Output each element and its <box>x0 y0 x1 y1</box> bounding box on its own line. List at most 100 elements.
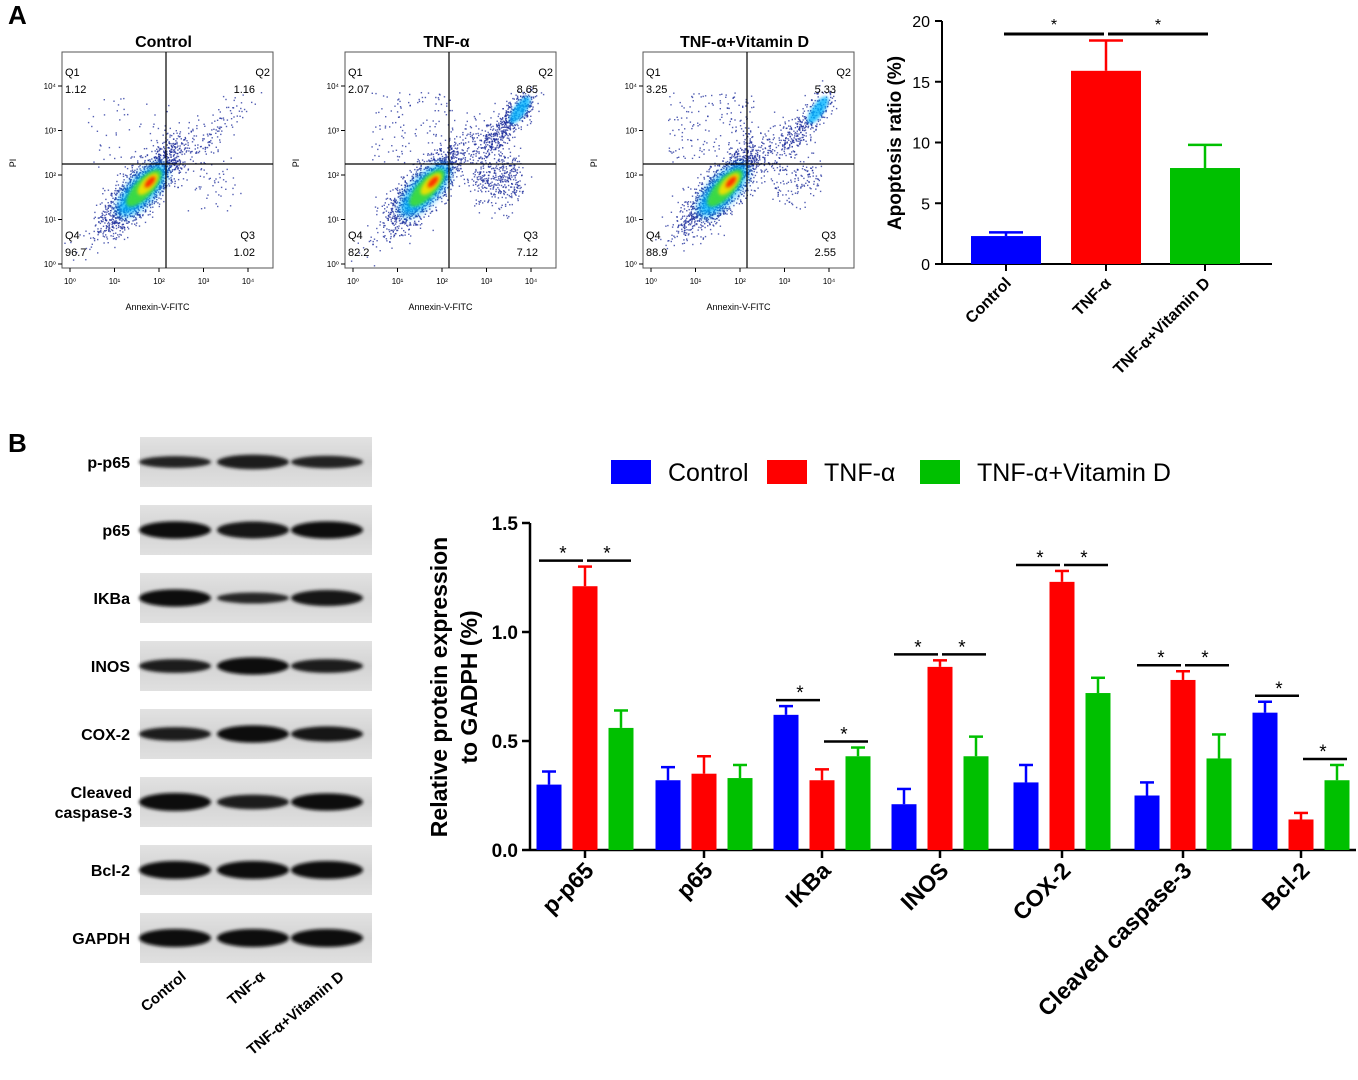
flow-dot <box>511 196 513 199</box>
flow-dot <box>193 135 195 137</box>
flow-dot <box>179 171 182 173</box>
flow-dot <box>117 104 120 106</box>
flow-dot <box>157 127 160 130</box>
flow-dot <box>491 141 493 143</box>
flow-dot <box>105 229 107 232</box>
flow-dot <box>738 194 740 196</box>
flow-dot <box>173 154 175 156</box>
flow-dot <box>509 172 512 174</box>
flow-dot <box>447 147 449 149</box>
flow-dot <box>358 252 361 254</box>
flow-dot <box>396 111 399 113</box>
flow-dot <box>483 142 486 144</box>
flow-dot <box>399 106 402 108</box>
flow-dot <box>180 149 182 151</box>
flow-dot <box>402 222 404 224</box>
flow-dot <box>520 95 522 98</box>
flow-dot <box>438 93 441 95</box>
flow-dot <box>781 148 784 150</box>
flow-dot <box>405 218 407 220</box>
flow-dot <box>524 183 526 186</box>
flow-dot <box>392 202 395 205</box>
flow-dot <box>456 166 459 168</box>
flow-dot <box>483 179 485 182</box>
flow-dot <box>510 103 512 105</box>
flow-dot <box>518 195 520 197</box>
flow-dot <box>478 187 480 189</box>
flow-dot <box>435 199 437 201</box>
flow-dot <box>117 226 120 229</box>
flow-dot <box>182 178 185 180</box>
flow-dot <box>396 189 399 192</box>
flow-dot <box>420 124 422 126</box>
flow-dot <box>231 126 234 128</box>
flow-dot <box>451 157 453 160</box>
flow-dot <box>138 173 140 175</box>
flow-dot <box>100 229 102 232</box>
flow-dot <box>756 150 758 152</box>
flow-dot <box>403 230 405 232</box>
flow-dot <box>506 171 508 174</box>
flow-dot <box>507 184 510 187</box>
flow-dot <box>152 199 154 202</box>
flow-dot <box>114 214 116 216</box>
flow-dot <box>220 117 223 120</box>
flow-dot <box>509 126 511 128</box>
flow-dot <box>456 147 459 149</box>
flow-dot <box>107 221 110 224</box>
flow-dot <box>152 145 155 147</box>
flow-dot <box>169 170 172 172</box>
flow-dot <box>507 108 509 110</box>
flow-plot-title: TNF-α+Vitamin D <box>680 34 809 51</box>
flow-dot <box>389 126 391 128</box>
flow-dot <box>403 194 405 197</box>
flow-dot <box>486 137 488 140</box>
flow-dot <box>411 214 413 216</box>
flow-dot <box>167 172 169 174</box>
flow-dot <box>748 169 751 172</box>
flow-dot <box>232 187 234 190</box>
flow-dot <box>110 194 112 196</box>
flow-dot <box>162 190 164 193</box>
flow-dot <box>155 196 157 198</box>
flow-dot <box>487 148 490 151</box>
flow-dot <box>399 222 401 225</box>
flow-dot <box>124 229 126 231</box>
flow-dot <box>398 225 400 227</box>
flow-dot <box>132 171 135 173</box>
flow-dot <box>450 160 452 163</box>
flow-dot <box>399 197 401 200</box>
flow-dot <box>390 220 393 222</box>
flow-dot <box>139 215 142 218</box>
flow-dot <box>526 114 528 116</box>
flow-dot <box>410 235 412 237</box>
flow-dot <box>97 217 100 219</box>
flow-dot <box>440 150 442 152</box>
flow-dot <box>121 226 123 228</box>
flow-dot <box>179 160 182 162</box>
flow-dot <box>508 165 511 167</box>
flow-dot <box>690 188 692 190</box>
flow-dot <box>226 210 229 212</box>
flow-dot <box>452 176 454 178</box>
flow-dot <box>504 123 507 125</box>
flow-dot <box>461 158 463 160</box>
flow-dot <box>391 210 394 213</box>
flow-dot <box>503 136 505 138</box>
flow-dot <box>723 234 725 237</box>
flow-dot <box>424 213 427 215</box>
flow-dot <box>497 187 499 189</box>
flow-dot <box>166 144 168 146</box>
flow-dot <box>476 151 478 153</box>
flow-dot <box>186 140 188 142</box>
flow-dot <box>166 133 168 135</box>
flow-dot <box>389 216 391 218</box>
flow-dot <box>112 229 114 232</box>
flow-dot <box>496 132 498 135</box>
flow-dot <box>115 194 117 196</box>
flow-dot <box>484 137 487 140</box>
flow-dot <box>113 100 115 102</box>
flow-dot <box>668 240 670 242</box>
flow-dot <box>203 176 205 178</box>
flow-dot <box>89 248 91 251</box>
